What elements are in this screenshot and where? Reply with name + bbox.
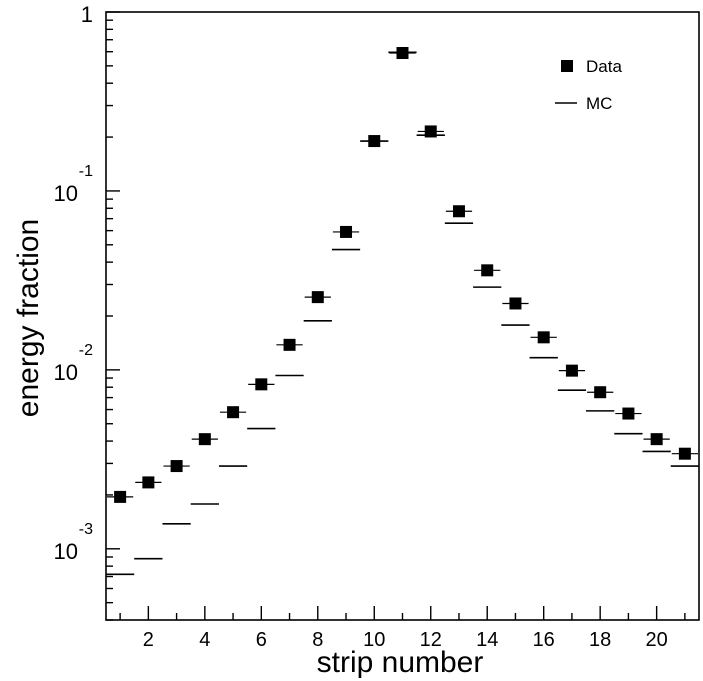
data-point [424, 125, 437, 138]
data-point [452, 205, 465, 218]
y-axis: 110-110-210-3 [54, 2, 120, 621]
data-point [255, 378, 268, 391]
x-tick-label: 20 [646, 629, 668, 651]
data-point [198, 433, 211, 446]
data-point [509, 297, 522, 310]
data-point [650, 433, 663, 446]
x-axis: 2 4 6 8 10 12 14 16 18 20 [119, 606, 686, 651]
x-tick-label: 4 [199, 629, 210, 651]
legend-mc-label: MC [586, 94, 612, 113]
x-tick-label: 2 [143, 629, 154, 651]
data-point [594, 386, 607, 399]
data-point [537, 331, 550, 344]
data-point [311, 291, 324, 304]
data-point [142, 476, 155, 489]
data-point [340, 225, 353, 238]
x-tick-label: 14 [476, 629, 498, 651]
legend-data-marker [561, 60, 573, 72]
y-tick-label: 1 [81, 2, 93, 27]
data-point [396, 47, 409, 60]
x-tick-label: 6 [256, 629, 267, 651]
mc-series [106, 51, 699, 576]
data-point [283, 338, 296, 351]
data-point [170, 460, 183, 473]
x-tick-label: 10 [363, 629, 385, 651]
legend-data-label: Data [586, 57, 622, 76]
data-point [565, 364, 578, 377]
data-point [622, 407, 635, 420]
y-tick-label-exponent: -2 [79, 342, 93, 359]
x-tick-label: 8 [312, 629, 323, 651]
y-tick-label-exponent: -3 [79, 521, 93, 538]
y-tick-label-exponent: -1 [79, 163, 93, 180]
y-tick-label: 10 [54, 181, 78, 206]
data-point [114, 490, 127, 503]
y-tick-label: 10 [54, 539, 78, 564]
y-axis-label: energy fraction [12, 219, 45, 417]
data-point [481, 264, 494, 277]
data-point [678, 447, 691, 460]
y-tick-label: 10 [54, 360, 78, 385]
data-point [227, 406, 240, 419]
x-tick-label: 16 [533, 629, 555, 651]
x-axis-label: strip number [317, 646, 484, 679]
data-point [368, 135, 381, 148]
x-tick-label: 18 [589, 629, 611, 651]
x-tick-label: 12 [420, 629, 442, 651]
legend: Data MC [555, 57, 622, 113]
data-series [107, 47, 698, 503]
